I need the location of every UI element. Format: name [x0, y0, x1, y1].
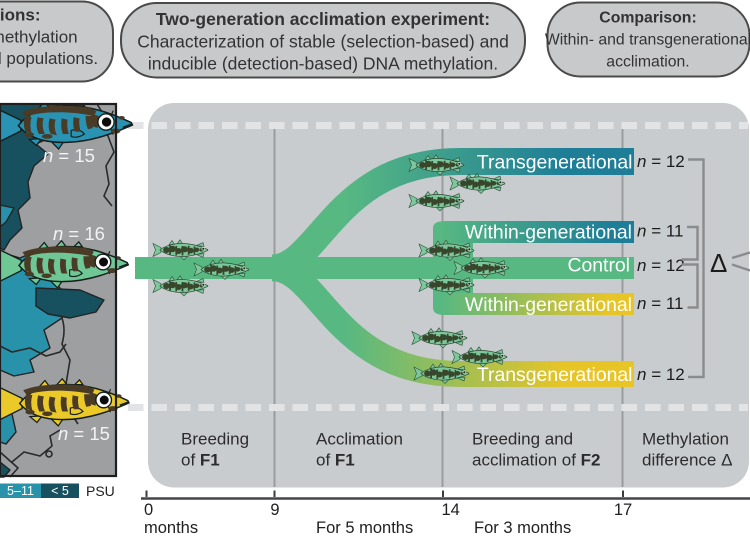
svg-text:n = 15: n = 15: [43, 145, 95, 166]
svg-text:Two-generation acclimation exp: Two-generation acclimation experiment:: [156, 9, 490, 29]
svg-text:n = 16: n = 16: [53, 223, 105, 244]
svg-text:n = 15: n = 15: [58, 423, 110, 444]
svg-text:Methylation: Methylation: [642, 430, 729, 449]
svg-text:PSU: PSU: [86, 483, 115, 499]
svg-text:Within-generational: Within-generational: [465, 222, 632, 244]
svg-text:5–11: 5–11: [7, 484, 34, 498]
svg-text:of F1: of F1: [316, 451, 355, 470]
svg-text:Breeding and: Breeding and: [472, 430, 573, 449]
svg-text:Within-generational: Within-generational: [465, 294, 632, 316]
svg-text:acclimation of F2: acclimation of F2: [472, 451, 601, 470]
svg-text:inducible (detection-based) DN: inducible (detection-based) DNA methylat…: [148, 54, 498, 74]
svg-text:n = 11: n = 11: [637, 294, 684, 313]
svg-text:Acclimation: Acclimation: [316, 430, 403, 449]
svg-text:n = 12: n = 12: [637, 152, 685, 171]
svg-text:of wild populations.: of wild populations.: [0, 49, 98, 68]
svg-text:acclimation.: acclimation.: [606, 54, 689, 71]
svg-text:Transgenerational: Transgenerational: [477, 152, 633, 174]
svg-text:Characterization of stable (se: Characterization of stable (selection-ba…: [137, 32, 509, 52]
svg-text:< 5: < 5: [51, 484, 69, 498]
svg-text:17: 17: [614, 501, 632, 519]
svg-text:Sampling locations:: Sampling locations:: [0, 6, 41, 25]
svg-text:0: 0: [144, 501, 153, 519]
svg-text:months: months: [144, 519, 198, 536]
svg-text:Within- and transgenerational: Within- and transgenerational: [545, 32, 750, 49]
svg-text:14: 14: [442, 501, 460, 519]
svg-text:difference Δ: difference Δ: [642, 451, 732, 470]
svg-text:Breeding: Breeding: [181, 430, 249, 449]
svg-text:n = 12: n = 12: [637, 256, 685, 275]
svg-text:n = 12: n = 12: [637, 365, 685, 384]
svg-text:Transgenerational: Transgenerational: [477, 364, 633, 386]
svg-text:9: 9: [270, 501, 279, 519]
svg-text:For 5 months: For 5 months: [316, 519, 413, 536]
svg-text:For 3 months: For 3 months: [474, 519, 571, 536]
svg-text:of F1: of F1: [181, 451, 220, 470]
svg-text:Δ: Δ: [710, 248, 727, 278]
svg-text:Comparison:: Comparison:: [599, 10, 696, 27]
svg-text:DNA methylation: DNA methylation: [0, 28, 78, 47]
svg-text:Control: Control: [567, 255, 630, 277]
svg-text:n = 11: n = 11: [637, 222, 684, 241]
